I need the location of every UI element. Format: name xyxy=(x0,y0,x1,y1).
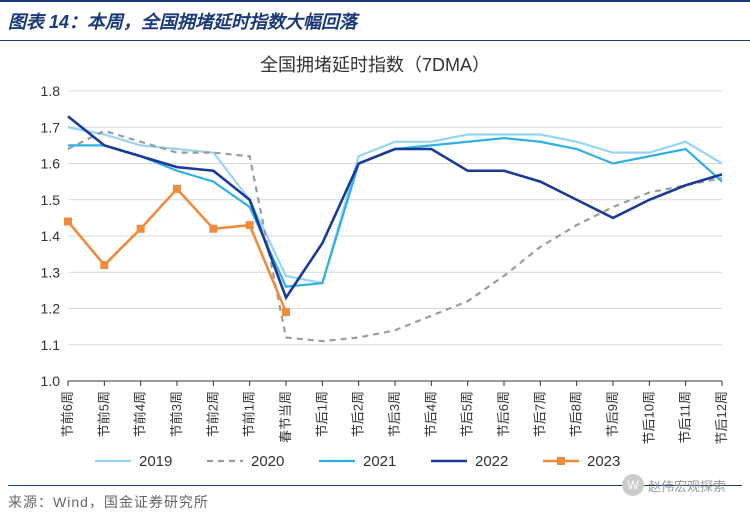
line-chart-svg: 1.0 1.1 1.2 1.3 1.4 1.5 1.6 1.7 1.8 节前6周 节前5周 节前4周 节… xyxy=(10,81,740,481)
chart-header: 图表 14：本周，全国拥堵延时指数大幅回落 xyxy=(0,0,750,41)
svg-text:1.1: 1.1 xyxy=(41,337,61,353)
svg-text:2020: 2020 xyxy=(251,453,284,470)
svg-text:节后5周: 节后5周 xyxy=(460,391,475,437)
svg-text:2019: 2019 xyxy=(139,453,172,470)
svg-text:节前2周: 节前2周 xyxy=(205,391,220,437)
svg-text:1.5: 1.5 xyxy=(41,192,61,208)
watermark-text: 赵伟宏观探索 xyxy=(648,476,726,495)
svg-text:节前4周: 节前4周 xyxy=(133,391,148,437)
svg-text:节后10周: 节后10周 xyxy=(641,391,656,444)
svg-text:节后3周: 节后3周 xyxy=(387,391,402,437)
svg-text:节后4周: 节后4周 xyxy=(423,391,438,437)
svg-text:节后2周: 节后2周 xyxy=(351,391,366,437)
svg-text:2022: 2022 xyxy=(475,453,508,470)
chart-subtitle: 全国拥堵延时指数（7DMA） xyxy=(0,51,750,77)
header-title: 图表 14：本周，全国拥堵延时指数大幅回落 xyxy=(8,12,357,32)
svg-text:节前6周: 节前6周 xyxy=(60,391,75,437)
svg-text:2021: 2021 xyxy=(363,453,396,470)
svg-text:1.8: 1.8 xyxy=(41,83,61,99)
chart-area: 1.0 1.1 1.2 1.3 1.4 1.5 1.6 1.7 1.8 节前6周 节前5周 节前4周 节… xyxy=(10,81,740,481)
svg-text:1.3: 1.3 xyxy=(41,264,61,280)
watermark: W 赵伟宏观探索 xyxy=(622,474,726,496)
svg-text:1.7: 1.7 xyxy=(41,119,61,135)
svg-text:1.4: 1.4 xyxy=(41,228,61,244)
svg-text:节前5周: 节前5周 xyxy=(96,391,111,437)
svg-text:节前1周: 节前1周 xyxy=(242,391,257,437)
svg-text:节后6周: 节后6周 xyxy=(496,391,511,437)
svg-text:节后11周: 节后11周 xyxy=(678,391,693,444)
svg-text:1.2: 1.2 xyxy=(41,301,61,317)
wechat-icon: W xyxy=(622,474,644,496)
svg-text:节后8周: 节后8周 xyxy=(569,391,584,437)
svg-text:节后1周: 节后1周 xyxy=(314,391,329,437)
svg-text:春节当周: 春节当周 xyxy=(278,391,293,443)
svg-text:1.0: 1.0 xyxy=(41,373,61,389)
svg-text:2023: 2023 xyxy=(587,453,620,470)
svg-text:节前3周: 节前3周 xyxy=(169,391,184,437)
svg-text:节后7周: 节后7周 xyxy=(532,391,547,437)
svg-text:节后12周: 节后12周 xyxy=(714,391,729,444)
svg-text:1.6: 1.6 xyxy=(41,156,61,172)
svg-text:节后9周: 节后9周 xyxy=(605,391,620,437)
